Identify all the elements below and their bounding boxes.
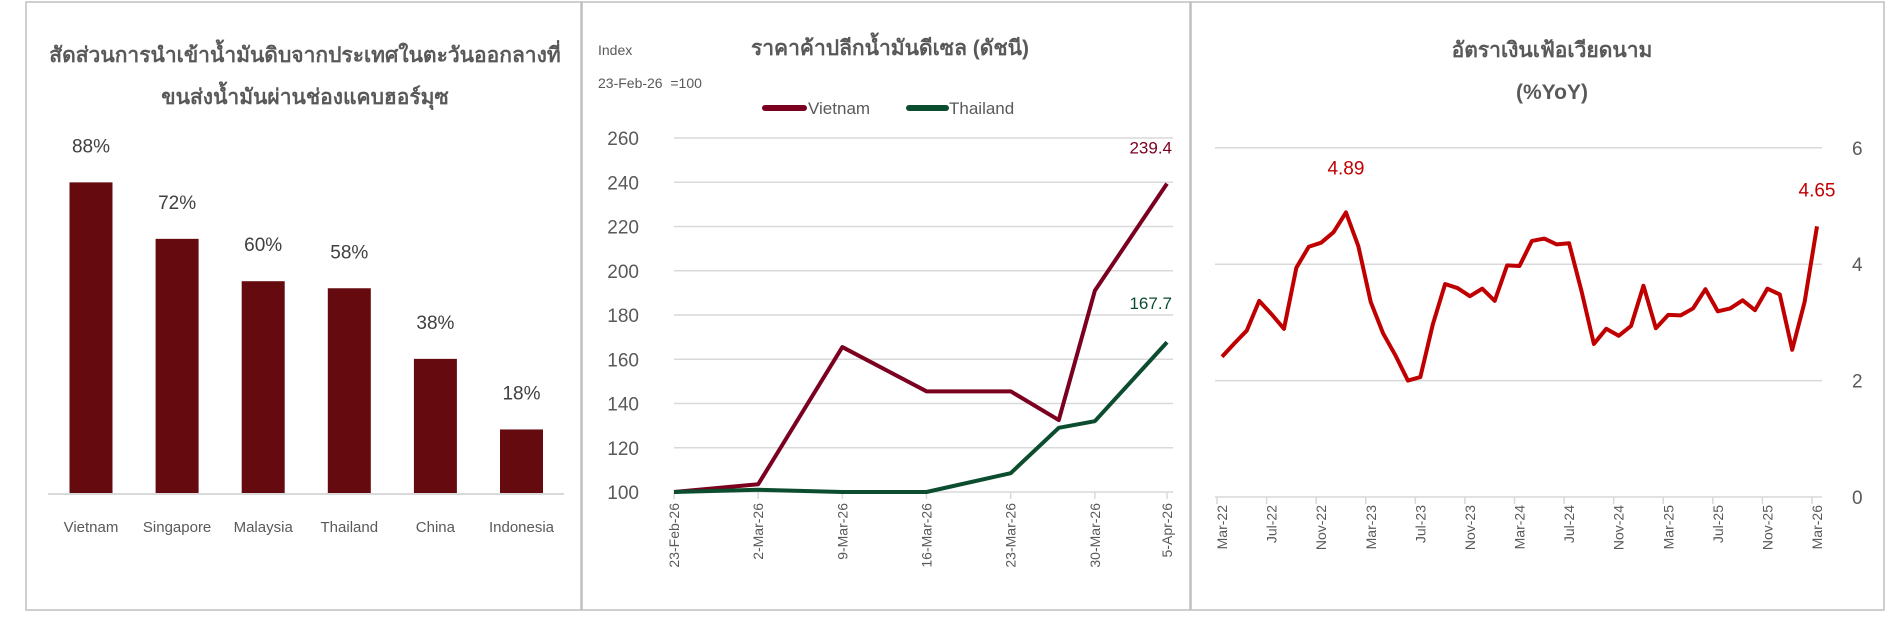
- bar-chart: 88% Vietnam 72% Singapore 60% Malaysia 58% Thai…: [48, 136, 564, 536]
- x-tick-label: Mar-22: [1214, 505, 1230, 550]
- x-tick-label: Nov-22: [1313, 505, 1329, 550]
- x-tick-label: 5-Apr-26: [1159, 503, 1175, 558]
- vietnam-line: [673, 182, 1169, 494]
- chart2-ylabel: Index: [598, 42, 632, 58]
- diesel-line-chart: 100 120 140 160 180 200 220 240 260 23-Feb-26 2-Ma…: [607, 129, 1175, 568]
- x-tick-label: 23-Feb-26: [666, 503, 682, 568]
- y-tick-label: 2: [1852, 372, 1863, 393]
- panel-vietnam-inflation: [1190, 1, 1885, 611]
- bar: [155, 238, 199, 493]
- chart2-title: ราคาค้าปลีกน้ำมันดีเซล (ดัชนี): [751, 32, 1029, 60]
- bar-value-label: 18%: [502, 383, 540, 404]
- x-tick-label: 23-Mar-26: [1003, 503, 1019, 568]
- bar: [413, 358, 457, 493]
- annotation-label: 4.89: [1327, 158, 1364, 179]
- end-value-label: 239.4: [1129, 139, 1172, 158]
- end-value-label: 167.7: [1129, 294, 1172, 313]
- bar-value-label: 60%: [244, 235, 282, 256]
- category-label: Indonesia: [489, 519, 555, 536]
- y-tick-label: 140: [607, 395, 639, 416]
- thailand-line: [673, 340, 1169, 494]
- legend-vietnam-label: Vietnam: [808, 99, 870, 118]
- bar-value-label: 58%: [330, 242, 368, 263]
- y-tick-label: 120: [607, 439, 639, 460]
- chart2-base-note: 23-Feb-26 =100: [598, 75, 702, 91]
- bar: [241, 281, 285, 493]
- bar-value-label: 72%: [158, 193, 196, 214]
- x-tick-label: Nov-24: [1611, 505, 1627, 550]
- x-tick-label: Mar-23: [1363, 505, 1379, 550]
- inflation-line: [1220, 210, 1819, 383]
- panel-hormuz-share: [25, 1, 582, 611]
- x-tick-label: 16-Mar-26: [919, 503, 935, 568]
- inflation-line-chart: 0 2 4 6 Mar-22 Jul-22 Nov-22 Mar-23 Jul-23 Nov-23…: [1214, 139, 1863, 550]
- x-tick-label: 30-Mar-26: [1087, 503, 1103, 568]
- category-label: China: [416, 519, 456, 536]
- y-tick-label: 180: [607, 306, 639, 327]
- chart3-title-line1: อัตราเงินเฟ้อเวียดนาม: [1452, 38, 1653, 62]
- category-label: Singapore: [143, 519, 211, 536]
- bar-value-label: 88%: [72, 136, 110, 157]
- category-label: Malaysia: [234, 519, 294, 536]
- x-tick-label: Mar-24: [1512, 505, 1528, 550]
- y-tick-label: 160: [607, 350, 639, 371]
- panel-diesel-index: [581, 1, 1191, 611]
- x-tick-label: Jul-22: [1264, 505, 1280, 543]
- x-tick-label: Nov-23: [1462, 505, 1478, 550]
- chart3-title-line2: (%YoY): [1516, 81, 1588, 104]
- x-tick-label: 2-Mar-26: [750, 503, 766, 560]
- x-tick-label: Jul-23: [1412, 505, 1428, 543]
- x-tick-label: Mar-25: [1660, 505, 1676, 550]
- chart2-legend: Vietnam Thailand: [762, 99, 1014, 118]
- y-tick-label: 4: [1852, 255, 1863, 276]
- legend-thailand-label: Thailand: [949, 99, 1014, 118]
- y-tick-label: 200: [607, 262, 639, 283]
- y-tick-label: 220: [607, 218, 639, 239]
- x-tick-label: Mar-26: [1809, 505, 1825, 550]
- chart1-title-line1: สัดส่วนการนำเข้าน้ำมันดิบจากประเทศในตะวั…: [49, 39, 560, 67]
- chart1-title-line2: ขนส่งน้ำมันผ่านช่องแคบฮอร์มุซ: [161, 81, 448, 111]
- y-tick-label: 240: [607, 173, 639, 194]
- bar: [500, 429, 543, 493]
- annotation-label: 4.65: [1799, 180, 1836, 201]
- y-tick-label: 0: [1852, 488, 1863, 509]
- category-label: Thailand: [321, 519, 379, 536]
- x-tick-label: Nov-25: [1759, 505, 1775, 550]
- y-tick-label: 260: [607, 129, 639, 150]
- bar: [327, 288, 371, 493]
- bar-value-label: 38%: [416, 313, 454, 334]
- y-tick-label: 100: [607, 483, 639, 504]
- bar: [69, 182, 113, 494]
- category-label: Vietnam: [64, 519, 119, 536]
- y-tick-label: 6: [1852, 139, 1863, 160]
- x-tick-label: Jul-25: [1710, 505, 1726, 543]
- x-tick-label: Jul-24: [1561, 505, 1577, 543]
- x-tick-label: 9-Mar-26: [834, 503, 850, 560]
